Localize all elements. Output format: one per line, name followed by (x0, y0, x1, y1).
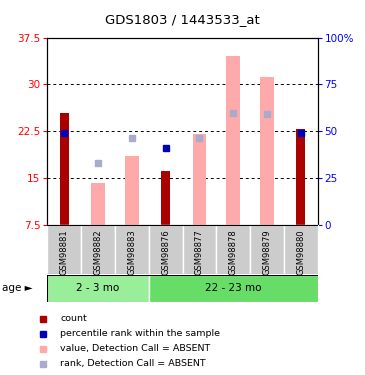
Bar (81, 225, 115, 274)
Bar (115, 225, 149, 274)
Bar (216, 225, 250, 274)
Text: 2 - 3 mo: 2 - 3 mo (77, 284, 120, 293)
Text: percentile rank within the sample: percentile rank within the sample (61, 329, 220, 338)
Bar (59, 112, 69, 225)
Bar (149, 225, 182, 274)
Bar (47, 225, 81, 274)
Bar (91, 183, 105, 225)
Bar (182, 225, 216, 274)
Text: GSM98882: GSM98882 (93, 229, 103, 274)
Bar (149, 275, 318, 302)
Bar (125, 156, 139, 225)
Bar (47, 275, 149, 302)
Bar (161, 171, 170, 225)
Bar (284, 225, 318, 274)
Bar (296, 129, 306, 225)
Text: count: count (61, 314, 87, 323)
Text: GSM98876: GSM98876 (161, 229, 170, 274)
Text: GSM98879: GSM98879 (262, 229, 272, 274)
Text: value, Detection Call = ABSENT: value, Detection Call = ABSENT (61, 344, 211, 353)
Text: GSM98878: GSM98878 (228, 229, 238, 274)
Text: GSM98881: GSM98881 (60, 229, 69, 274)
Text: age ►: age ► (2, 284, 32, 293)
Text: 22 - 23 mo: 22 - 23 mo (205, 284, 261, 293)
Bar (193, 134, 206, 225)
Text: GSM98883: GSM98883 (127, 229, 137, 274)
Bar (260, 77, 274, 225)
Text: GSM98880: GSM98880 (296, 229, 305, 274)
Bar (226, 56, 240, 225)
Text: GDS1803 / 1443533_at: GDS1803 / 1443533_at (105, 13, 260, 26)
Text: GSM98877: GSM98877 (195, 229, 204, 274)
Text: rank, Detection Call = ABSENT: rank, Detection Call = ABSENT (61, 359, 206, 368)
Bar (250, 225, 284, 274)
